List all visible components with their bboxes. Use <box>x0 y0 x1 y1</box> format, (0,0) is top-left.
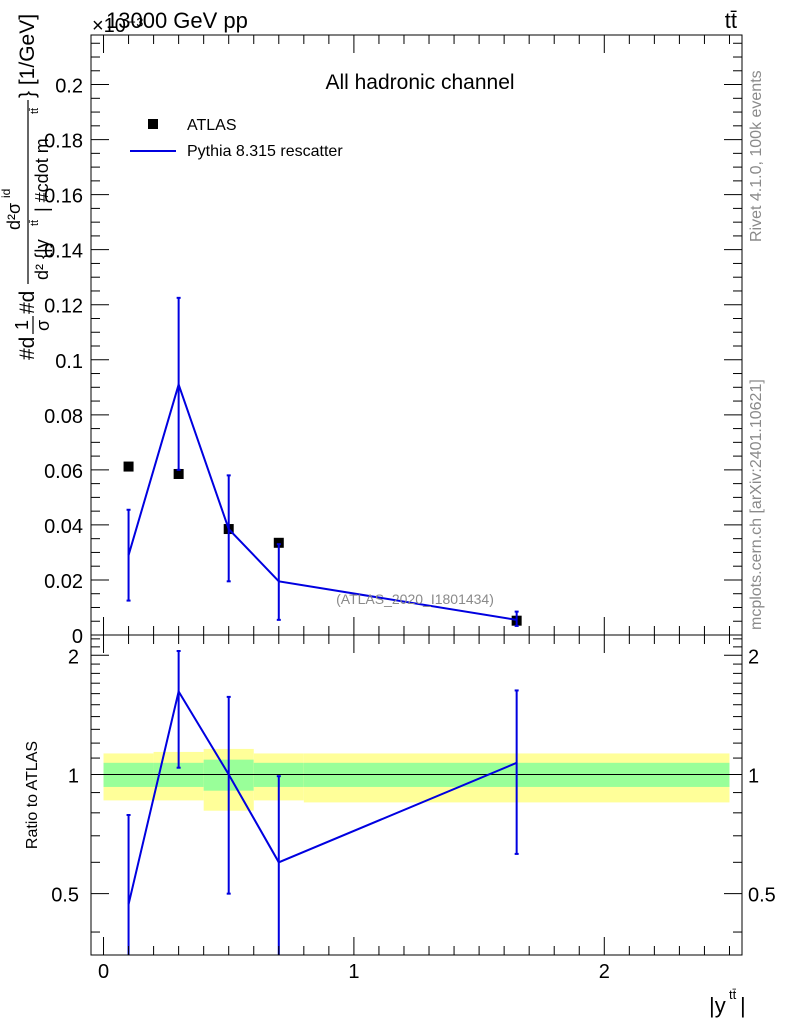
ratio-frame <box>90 634 743 956</box>
main-y-tick-label: 0.16 <box>44 186 83 208</box>
atlas-point <box>173 468 184 479</box>
legend-marker-atlas <box>148 119 158 129</box>
main-y-tick-label: 0.08 <box>44 406 83 428</box>
ylabel-frac1-den: σ <box>33 320 53 331</box>
legend: ATLAS Pythia 8.315 rescatter <box>130 117 343 160</box>
ylabel-brace: } [1/GeV] <box>16 14 39 98</box>
main-y-tick-label: 0.04 <box>44 516 83 538</box>
main-y-tick-label: 0.2 <box>55 76 83 98</box>
ratio-y-tick-label-right: 2 <box>748 646 759 668</box>
atlas-point <box>123 461 134 472</box>
main-y-tick-label: 0.12 <box>44 296 83 318</box>
ylabel-frac2-den: d² {|y <box>32 239 52 280</box>
atlas-point <box>273 537 284 548</box>
main-y-axis-label: #d 1 σ #d d²σ id d² {|y tt̄ | #cdot m tt… <box>0 14 53 360</box>
main-plot-panel: 00.020.040.060.080.10.120.140.160.180.2 … <box>0 14 743 648</box>
ratio-y-tick-label-right: 0.5 <box>748 885 776 907</box>
main-y-tick-label: 0.06 <box>44 461 83 483</box>
ratio-plot-panel: 0.5 0.5 1 1 2 2 0 1 2 Ratio to ATLAS <box>24 634 776 983</box>
main-y-tick-label: 0.14 <box>44 241 83 263</box>
analysis-watermark: (ATLAS_2020_I1801434) <box>336 591 494 607</box>
main-y-tick-label: 0.1 <box>55 351 83 373</box>
legend-label-atlas: ATLAS <box>187 117 237 134</box>
pythia-line <box>127 381 517 621</box>
main-y-tick-label: 0.02 <box>44 571 83 593</box>
ylabel-frac2-num-sup: id <box>0 189 13 198</box>
ratio-x-tick-label: 2 <box>599 961 610 983</box>
ratio-y-tick-label: 1 <box>68 765 79 787</box>
x-axis-label-close: | <box>740 993 746 1018</box>
ratio-y-tick-label: 2 <box>68 646 79 668</box>
ratio-x-tick-label: 0 <box>98 961 109 983</box>
legend-label-pythia: Pythia 8.315 rescatter <box>187 143 343 160</box>
ratio-y-tick-label-right: 1 <box>748 765 759 787</box>
plot-title: All hadronic channel <box>325 71 514 94</box>
ratio-y-tick-label: 0.5 <box>51 885 79 907</box>
x-axis-label-sup: tt̄ <box>729 987 737 1002</box>
main-y-tick-label: 0 <box>72 626 83 648</box>
process-label: tt̄ <box>725 8 737 33</box>
ylabel-frac1-num: 1 <box>12 320 32 330</box>
main-y-tick-label: 0.18 <box>44 131 83 153</box>
x-axis-label: |y tt̄ | <box>709 987 746 1018</box>
ylabel-frac2-den-sup2: tt̄ <box>29 108 41 114</box>
ratio-x-tick-label: 1 <box>348 961 359 983</box>
exponent-label: ×10⁻³ <box>92 15 143 37</box>
rivet-label: Rivet 4.1.0, 100k events <box>748 70 765 242</box>
mcplots-label: mcplots.cern.ch [arXiv:2401.10621] <box>748 379 765 630</box>
ylabel-frac2-num: d²σ <box>4 203 24 230</box>
ylabel-d1: #d <box>16 337 39 360</box>
ylabel-d2: #d <box>16 291 39 314</box>
x-axis-label-text: |y <box>709 993 726 1018</box>
energy-label: 13000 GeV pp <box>106 8 248 33</box>
ylabel-frac2-den-tail: | #cdot m <box>32 138 52 212</box>
ratio-y-axis-label: Ratio to ATLAS <box>24 741 41 849</box>
ylabel-frac2-den-sup: tt̄ <box>29 220 41 226</box>
